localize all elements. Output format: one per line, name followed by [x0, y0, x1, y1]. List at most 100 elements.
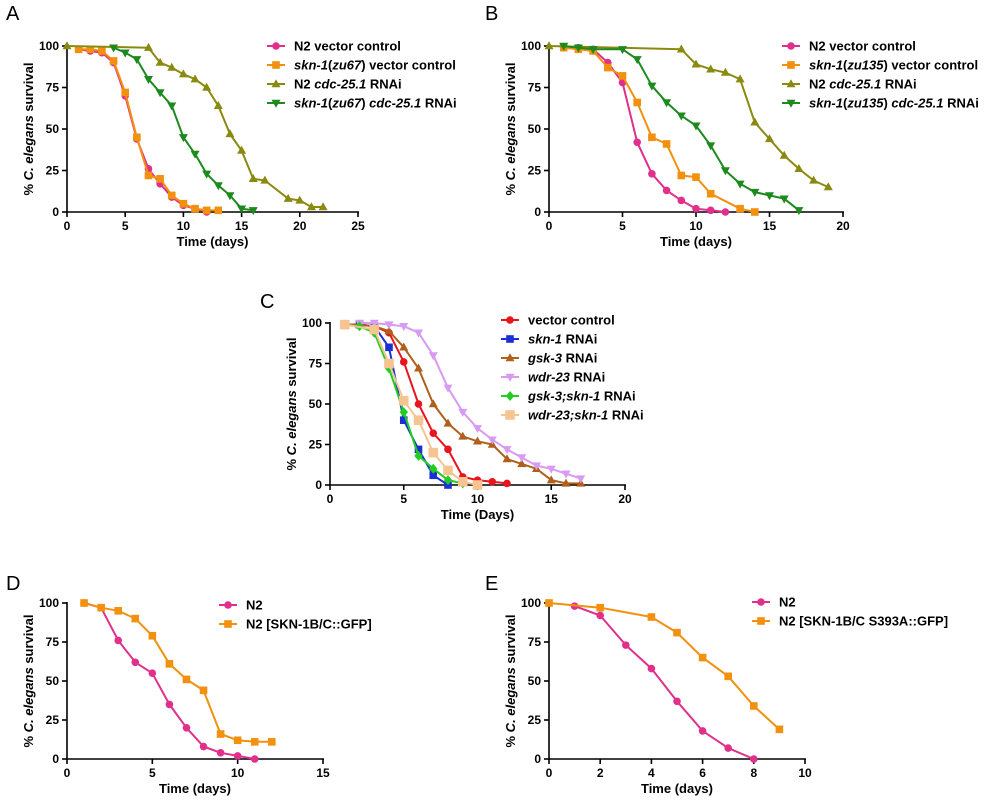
text-part: wdr-23: [528, 370, 571, 385]
text-part: survival: [284, 338, 299, 391]
data-point: [413, 415, 424, 425]
data-point: [165, 660, 174, 668]
y-tick-label: 75: [528, 81, 542, 95]
x-axis-label: Time (days): [641, 781, 713, 796]
series-line: [563, 45, 800, 212]
series-2: [62, 41, 328, 211]
text-part: RNAi: [562, 351, 597, 366]
legend-label: N2: [246, 598, 263, 613]
legend-marker: [505, 410, 515, 420]
text-part: N2 [SKN-1B/C::GFP]: [246, 617, 372, 632]
data-point: [131, 658, 140, 667]
data-point: [736, 204, 744, 213]
data-point: [132, 56, 142, 65]
y-tick-label: 75: [46, 81, 60, 95]
x-tick-label: 5: [149, 766, 156, 780]
data-point: [750, 702, 758, 710]
data-point: [369, 324, 380, 335]
text-part: RNAi: [366, 77, 401, 92]
legend-marker: [786, 99, 796, 108]
data-point: [237, 145, 247, 154]
series-3: [355, 319, 586, 484]
data-point: [544, 41, 554, 50]
data-point: [97, 603, 105, 612]
legend-label: gsk-3 RNAi: [527, 351, 597, 366]
data-point: [662, 186, 671, 195]
data-point: [698, 727, 707, 735]
data-point: [596, 611, 604, 620]
legend-label: skn-1(zu67) vector control: [294, 58, 456, 73]
data-point: [750, 755, 758, 763]
text-part: (: [328, 58, 333, 73]
data-point: [114, 636, 122, 645]
text-part: RNAi: [600, 389, 635, 404]
series-line: [78, 48, 219, 212]
data-point: [502, 454, 512, 463]
data-point: [735, 74, 745, 83]
data-point: [155, 57, 165, 66]
x-tick-label: 10: [231, 766, 245, 780]
data-point: [428, 352, 438, 361]
data-point: [167, 102, 177, 111]
x-tick-label: 6: [699, 766, 706, 780]
data-point: [216, 748, 225, 757]
data-point: [706, 206, 715, 215]
x-tick-label: 15: [316, 766, 330, 780]
x-tick-label: 25: [351, 219, 365, 233]
y-tick-label: 100: [521, 39, 541, 53]
data-point: [673, 628, 681, 637]
data-point: [178, 134, 188, 143]
legend-marker: [272, 42, 280, 50]
legend-label: N2 [SKN-1B/C::GFP]: [246, 617, 372, 632]
data-point: [720, 167, 730, 176]
data-point: [443, 475, 453, 486]
series-line: [548, 45, 829, 189]
data-point: [721, 208, 730, 216]
x-tick-label: 2: [597, 766, 604, 780]
y-tick-label: 75: [528, 635, 542, 649]
y-tick-label: 50: [309, 397, 323, 411]
x-tick-label: 15: [545, 492, 559, 506]
text-part: RNAi: [421, 96, 456, 111]
data-point: [399, 416, 408, 424]
legend-marker: [272, 61, 280, 69]
text-part: (: [843, 96, 848, 111]
text-part: vector control: [528, 313, 615, 328]
text-part: cdc-25.1: [829, 77, 881, 92]
x-tick-label: 0: [327, 492, 334, 506]
data-point: [794, 207, 804, 216]
data-point: [120, 49, 130, 58]
data-point: [546, 465, 556, 474]
x-tick-label: 0: [64, 219, 71, 233]
data-point: [487, 436, 497, 445]
x-tick-label: 5: [122, 219, 129, 233]
data-point: [648, 170, 656, 178]
series-0: [559, 43, 730, 216]
y-tick-label: 100: [39, 39, 59, 53]
legend-label: wdr-23;skn-1 RNAi: [528, 408, 644, 423]
text-part: RNAi: [881, 77, 916, 92]
data-point: [98, 47, 106, 55]
y-axis-label: % C. elegans survival: [503, 615, 518, 748]
data-point: [109, 57, 118, 65]
text-part: %: [284, 455, 299, 470]
data-point: [698, 653, 707, 662]
legend-label: gsk-3;skn-1 RNAi: [527, 389, 636, 404]
data-point: [706, 142, 716, 151]
text-part: cdc-25.1: [314, 77, 366, 92]
y-tick-label: 100: [521, 596, 541, 610]
data-point: [167, 191, 176, 200]
x-tick-label: 10: [471, 492, 485, 506]
legend-label: vector control: [528, 313, 615, 328]
data-point: [202, 82, 212, 91]
legend-marker: [757, 598, 765, 606]
text-part: N2: [809, 77, 829, 92]
text-part: C. elegans: [21, 115, 36, 180]
data-point: [647, 613, 656, 621]
data-point: [676, 44, 686, 53]
x-tick-label: 10: [798, 766, 812, 780]
